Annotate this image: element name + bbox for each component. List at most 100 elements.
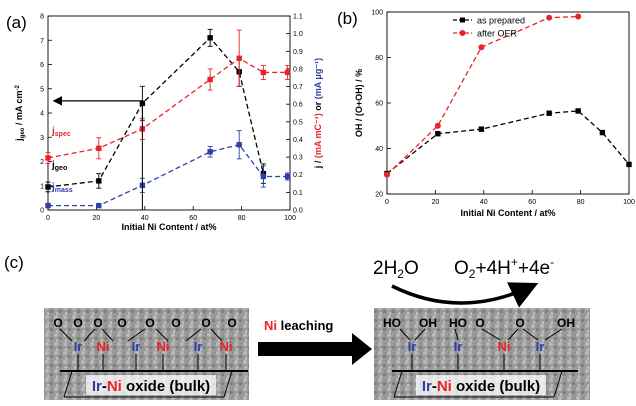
left-metal-ir: Ir — [194, 339, 203, 354]
a-series-line-j_geo — [47, 36, 265, 188]
left-bulk-dash: - — [102, 378, 107, 395]
a-yright-tick-label: 1.0 — [293, 31, 303, 38]
a-xtick-label: 60 — [189, 215, 197, 222]
left-bulk-ir: Ir — [92, 378, 102, 395]
left-oxygen: O — [145, 316, 154, 330]
panel-b-frame — [386, 11, 630, 195]
a-xtick-label: 40 — [141, 215, 149, 222]
a-yright-tick-label: 0.3 — [293, 155, 303, 162]
a-series-line-j_mass — [48, 144, 288, 207]
right-metal-ir: Ir — [408, 339, 417, 354]
a-yleft-tick-label: 7 — [40, 38, 44, 45]
b-ytick-label: 60 — [375, 101, 383, 108]
a-point-j_mass — [45, 202, 51, 209]
left-metal-ni: Ni — [157, 339, 170, 354]
left-oxygen: O — [201, 316, 210, 330]
b-point-after-OER — [384, 171, 390, 178]
a-yleft-tick-label: 8 — [40, 14, 44, 21]
b-ytick-label: 80 — [375, 55, 383, 62]
a-yright-tick-label: 0.8 — [293, 66, 303, 73]
right-bond — [507, 328, 519, 341]
leaching-rest: leaching — [277, 318, 333, 333]
b-legend-marker — [460, 17, 465, 23]
a-point-j_geo — [45, 184, 51, 190]
reactant-pre: 2H — [373, 258, 397, 279]
reaction-arrow — [391, 282, 539, 308]
a-point-j_spec — [96, 145, 102, 151]
a-point-j_geo — [96, 178, 102, 184]
b-point-after-OER — [546, 14, 553, 21]
b-point-as-prepared — [626, 161, 632, 168]
a-yright-tick-label: 0.2 — [293, 172, 303, 179]
leaching-label: Ni leaching — [264, 318, 333, 333]
product-o-sub: 2 — [469, 267, 476, 281]
a-yright-tick-label: 0.0 — [293, 208, 303, 215]
right-surface-group: HO — [449, 316, 467, 330]
b-legend-label: as prepared — [477, 16, 525, 26]
right-bond — [454, 328, 459, 341]
b-point-as-prepared — [435, 131, 441, 137]
b-point-after-OER — [434, 122, 441, 129]
a-yleft-tick-label: 1 — [40, 183, 44, 190]
left-bulk-ni: Ni — [107, 378, 122, 395]
right-bulk-label: Ir-Ni oxide (bulk) — [422, 378, 540, 395]
right-bond — [522, 328, 539, 341]
a-yright-tick-label: 0.4 — [293, 137, 303, 144]
b-xtick-label: 60 — [528, 199, 536, 206]
panel-c-label: (c) — [4, 253, 24, 272]
panel-b-x-label: Initial Ni Content / at% — [460, 208, 555, 218]
panel-a-y-left-exp: -2 — [15, 84, 21, 90]
left-oxygen: O — [117, 316, 126, 330]
product-o: O — [454, 258, 469, 279]
left-oxygen: O — [53, 316, 62, 330]
left-bond — [101, 328, 114, 342]
a-yleft-tick-label: 4 — [40, 111, 44, 118]
a-yright-tick-label: 0.7 — [293, 84, 303, 91]
a-xtick-label: 80 — [238, 215, 246, 222]
left-metal-ir: Ir — [74, 339, 83, 354]
reactant-sub: 2 — [397, 267, 404, 281]
reaction: 2H2O O2+4H++4e- — [373, 255, 554, 308]
left-bond — [59, 328, 73, 342]
right-surface-group: HO — [383, 316, 401, 330]
a-point-j_spec — [207, 76, 213, 83]
b-point-as-prepared — [546, 110, 552, 116]
panel-a-y-right-or: or — [313, 99, 323, 113]
a-series-label-j_geo: jgeo — [51, 160, 67, 172]
left-metal-ir: Ir — [132, 339, 141, 354]
a-yright-tick-label: 0.6 — [293, 102, 303, 109]
b-point-as-prepared — [575, 108, 581, 114]
b-ytick-label: 40 — [375, 146, 383, 153]
left-surface-atoms: Ir Ni Ir Ni Ir NiO O O O O O O O — [53, 316, 237, 371]
left-bond — [185, 328, 202, 342]
b-legend-marker — [459, 30, 466, 36]
a-yright-tick-label: 0.1 — [293, 190, 303, 197]
left-oxygen: O — [227, 316, 236, 330]
left-bulk-label-bg — [86, 375, 216, 395]
right-bulk-dash: - — [432, 378, 437, 395]
a-series-label-j_mass: jmass — [51, 182, 73, 194]
left-bond — [210, 328, 223, 342]
a-xtick-label: 0 — [46, 215, 50, 222]
a-point-j_spec — [236, 55, 242, 62]
b-xtick-label: 20 — [432, 199, 440, 206]
a-series-label-sub: mass — [55, 187, 73, 194]
a-point-j_mass — [236, 142, 242, 148]
left-bond — [127, 328, 146, 342]
right-bulk-label-bg — [416, 375, 546, 395]
right-bond — [481, 328, 501, 341]
right-hatch — [393, 370, 563, 398]
a-series-label-main: j — [51, 182, 55, 193]
b-point-as-prepared — [599, 129, 606, 136]
panel-a-frame — [47, 15, 291, 211]
a-series-label-main: j — [51, 160, 55, 171]
right-bond — [544, 328, 563, 341]
panel-a-y-right-mass-unit: (mA μg⁻¹) — [313, 58, 323, 99]
a-yright-tick-label: 0.9 — [293, 49, 303, 56]
panel-a-y-left-label: jgeo / mA cm-2 — [14, 84, 26, 141]
a-point-j_spec — [260, 69, 267, 76]
a-point-j_mass — [96, 202, 102, 209]
panel-a: (a) jgeo / mA cm-2 j / (mA mC⁻¹) or (mA … — [6, 13, 323, 232]
panel-c-schematic: (c) Ir Ni Ir Ni Ir NiO O O O O O O O Ir-Ni oxide (bu… — [4, 253, 590, 400]
